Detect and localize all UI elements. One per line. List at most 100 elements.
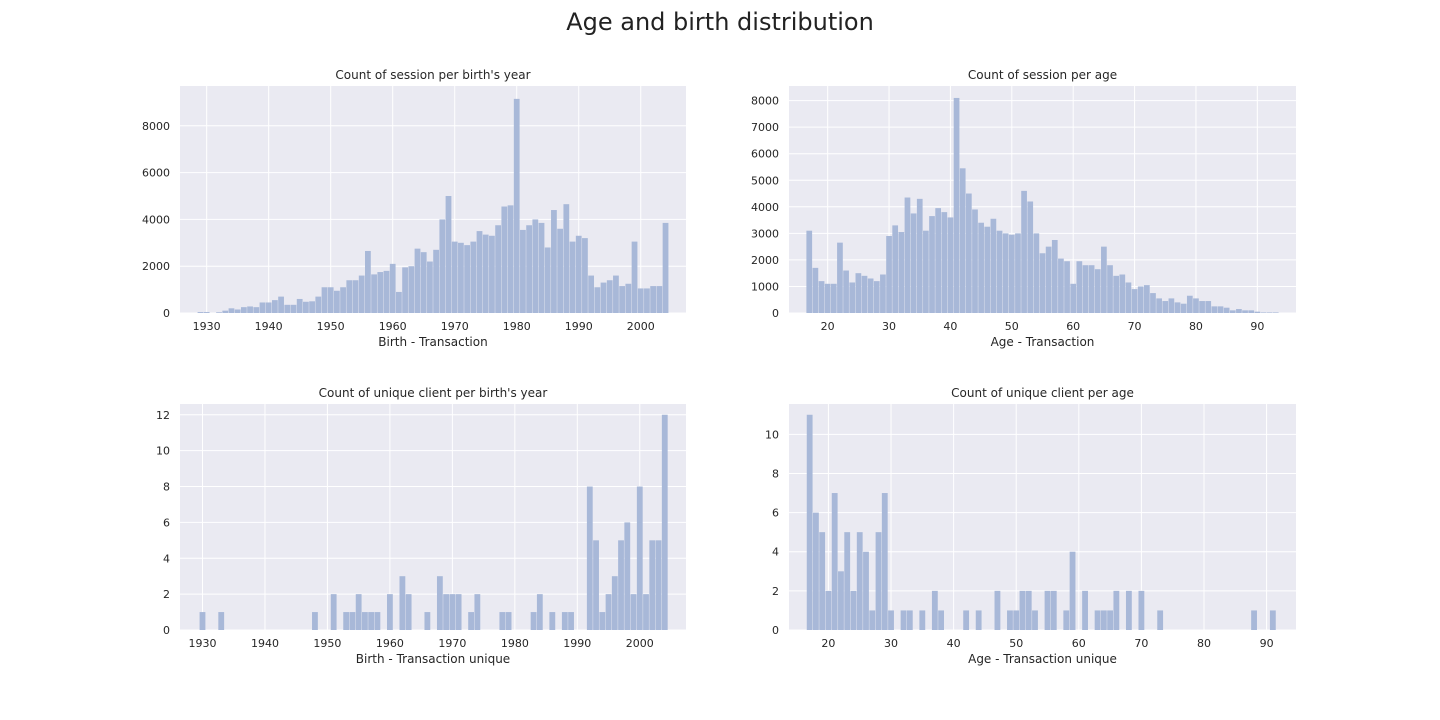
- x-tick-label: 90: [1250, 320, 1264, 333]
- histogram-bar: [1168, 298, 1175, 313]
- histogram-bar: [386, 594, 393, 630]
- histogram-bar: [825, 590, 832, 630]
- x-tick-label: 1950: [313, 637, 341, 650]
- histogram-bar: [1157, 610, 1164, 630]
- histogram-bar: [1174, 302, 1181, 313]
- chart-panel-4: 20 30 40 50 60 70 80 90 0 2 4 6 8 10 Count of unique c…: [765, 386, 1296, 666]
- histogram-bar: [240, 307, 247, 313]
- histogram-bar: [1013, 610, 1020, 630]
- histogram-bar: [399, 576, 406, 630]
- histogram-bar: [972, 209, 978, 313]
- histogram-bar: [1107, 610, 1114, 630]
- histogram-bar: [443, 594, 450, 630]
- x-tick-label: 50: [1005, 320, 1019, 333]
- histogram-bar: [464, 245, 470, 313]
- y-tick-label: 10: [765, 428, 779, 441]
- histogram-bar: [489, 235, 495, 313]
- x-tick-label: 30: [882, 320, 896, 333]
- y-tick-label: 6000: [142, 167, 170, 180]
- histogram-bar: [984, 226, 991, 313]
- histogram-bar: [978, 222, 984, 313]
- histogram-bar: [495, 225, 501, 313]
- histogram-bar: [1070, 283, 1077, 313]
- x-tick-label: 60: [1066, 320, 1080, 333]
- x-axis-label: Age - Transaction: [991, 335, 1095, 349]
- histogram-bar: [644, 288, 650, 313]
- histogram-bar: [530, 612, 537, 630]
- histogram-bar: [1002, 233, 1009, 313]
- y-tick-label: 6: [163, 516, 170, 529]
- histogram-bar: [593, 540, 599, 630]
- histogram-bar: [1119, 274, 1126, 313]
- histogram-bar: [1107, 265, 1113, 313]
- y-tick-label: 8: [163, 481, 170, 494]
- histogram-bar: [1082, 590, 1088, 630]
- histogram-bar: [228, 308, 235, 313]
- histogram-bar: [994, 590, 1001, 630]
- histogram-bar: [439, 219, 446, 313]
- histogram-bar: [990, 218, 997, 313]
- histogram-bar: [923, 230, 929, 313]
- histogram-bar: [1039, 253, 1046, 313]
- histogram-bar: [1251, 610, 1257, 630]
- chart-title: Count of unique client per age: [951, 386, 1134, 400]
- histogram-bar: [470, 241, 477, 313]
- histogram-bar: [1162, 301, 1169, 313]
- histogram-bar: [1021, 190, 1027, 313]
- histogram-bar: [929, 216, 935, 313]
- histogram-bar: [362, 612, 368, 630]
- histogram-bar: [861, 275, 868, 313]
- histogram-bar: [1131, 289, 1138, 313]
- histogram-bar: [613, 275, 619, 313]
- histogram-bar: [309, 301, 315, 313]
- histogram-bar: [1254, 311, 1261, 313]
- x-tick-label: 1990: [565, 320, 593, 333]
- histogram-bar: [1242, 310, 1248, 313]
- histogram-bar: [886, 236, 892, 313]
- histogram-bar: [532, 219, 539, 313]
- x-tick-label: 80: [1189, 320, 1203, 333]
- x-tick-label: 70: [1128, 320, 1142, 333]
- chart-panel-3: 1930 1940 1950 1960 1970 1980 1990 2000 0 2 4 6 8 10 1…: [156, 386, 686, 666]
- y-tick-label: 10: [156, 445, 170, 458]
- x-tick-label: 1980: [501, 637, 529, 650]
- histogram-bar: [1032, 610, 1038, 630]
- histogram-bar: [880, 274, 886, 313]
- histogram-bar: [1101, 246, 1107, 313]
- histogram-bar: [1076, 261, 1083, 313]
- histogram-bar: [1236, 309, 1242, 313]
- x-tick-label: 2000: [627, 320, 655, 333]
- histogram-bar: [650, 286, 657, 313]
- chart-title: Count of session per age: [968, 68, 1117, 82]
- x-tick-label: 2000: [626, 637, 654, 650]
- histogram-bar: [368, 612, 375, 630]
- histogram-bar: [476, 231, 483, 313]
- histogram-bar: [881, 493, 888, 630]
- histogram-bar: [630, 594, 637, 630]
- y-tick-label: 2: [163, 588, 170, 601]
- x-tick-label: 1970: [441, 320, 469, 333]
- x-tick-label: 30: [884, 637, 898, 650]
- histogram-bar: [1019, 590, 1026, 630]
- histogram-bar: [1205, 301, 1212, 313]
- histogram-bar: [824, 283, 831, 313]
- histogram-bar: [1229, 310, 1236, 313]
- histogram-bar: [199, 612, 206, 630]
- histogram-bar: [636, 486, 643, 630]
- y-tick-label: 0: [772, 624, 779, 637]
- x-tick-label: 40: [947, 637, 961, 650]
- histogram-bar: [253, 307, 260, 313]
- histogram-bar: [278, 296, 284, 313]
- histogram-bar: [408, 266, 415, 313]
- histogram-bar: [941, 212, 948, 313]
- histogram-bar: [449, 594, 456, 630]
- y-tick-label: 8000: [751, 95, 779, 108]
- histogram-bar: [549, 612, 556, 630]
- histogram-bar: [1180, 303, 1187, 313]
- histogram-bar: [216, 312, 222, 313]
- histogram-bar: [619, 286, 626, 313]
- x-tick-label: 50: [1009, 637, 1023, 650]
- y-tick-label: 7000: [751, 121, 779, 134]
- histogram-bar: [1269, 610, 1276, 630]
